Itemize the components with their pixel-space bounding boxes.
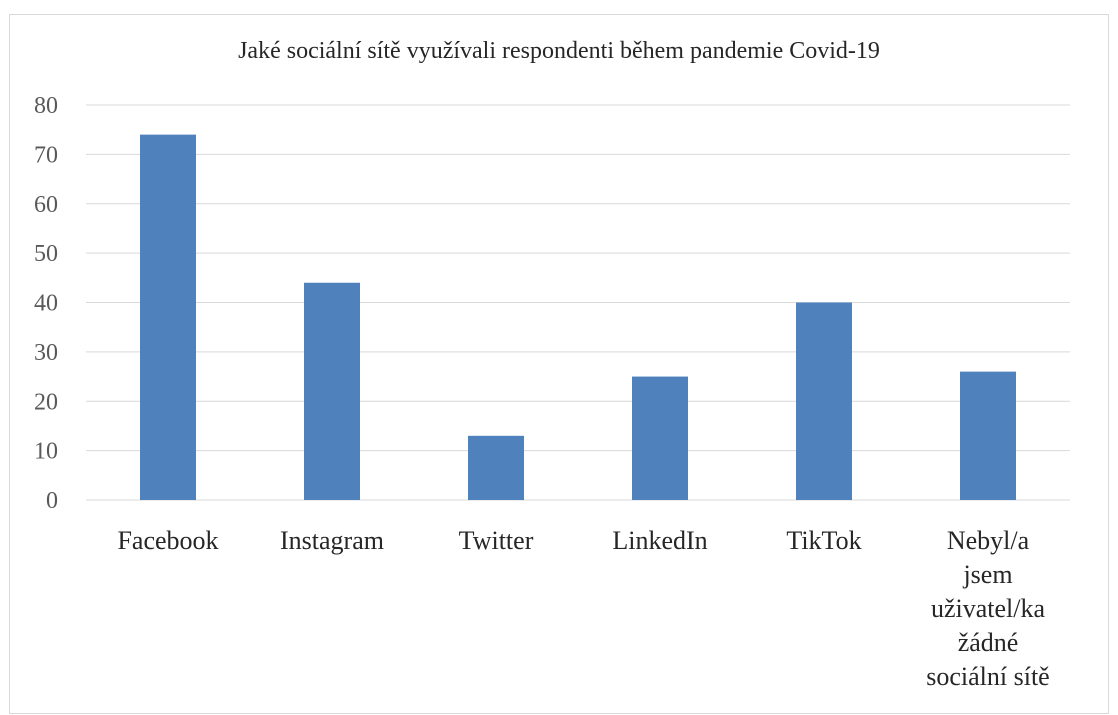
x-tick-label-line: sociální sítě	[926, 662, 1049, 691]
x-tick-label: Instagram	[280, 526, 384, 555]
x-tick-label-line: Twitter	[459, 526, 534, 555]
y-axis-ticks: 0 10 20 30 40 50 60 70 80	[34, 93, 58, 514]
bars	[140, 134, 1016, 500]
x-tick-label-line: TikTok	[786, 526, 861, 555]
x-tick-label-line: uživatel/ka	[931, 594, 1046, 623]
bar-instagram	[304, 282, 360, 500]
bar-facebook	[140, 134, 196, 500]
x-tick-label: LinkedIn	[612, 526, 707, 555]
x-tick-label-line: Nebyl/a	[947, 526, 1030, 555]
x-tick-label-line: Instagram	[280, 526, 384, 555]
x-tick-label: Nebyl/a jsem uživatel/ka žádné sociální sítě	[926, 526, 1049, 691]
y-tick-label: 0	[46, 488, 58, 514]
gridlines	[86, 104, 1070, 501]
y-tick-label: 70	[34, 142, 58, 168]
y-tick-label: 80	[34, 93, 58, 119]
bar-linkedin	[632, 376, 688, 500]
x-axis-labels: Facebook Instagram Twitter LinkedIn TikTok Ne…	[117, 526, 1049, 691]
x-tick-label: Twitter	[459, 526, 534, 555]
x-tick-label: TikTok	[786, 526, 861, 555]
x-tick-label-line: jsem	[962, 560, 1012, 589]
chart-title: Jaké sociální sítě využívali respondenti…	[238, 38, 880, 64]
bar-nebyl-a	[960, 371, 1016, 500]
x-tick-label-line: žádné	[958, 628, 1019, 657]
y-tick-label: 60	[34, 192, 58, 218]
bar-twitter	[468, 435, 524, 500]
y-tick-label: 10	[34, 439, 58, 465]
y-tick-label: 40	[34, 291, 58, 317]
x-tick-label-line: Facebook	[117, 526, 218, 555]
y-tick-label: 30	[34, 340, 58, 366]
x-tick-label-line: LinkedIn	[612, 526, 707, 555]
y-tick-label: 20	[34, 389, 58, 415]
bar-tiktok	[796, 302, 852, 500]
x-tick-label: Facebook	[117, 526, 218, 555]
y-tick-label: 50	[34, 241, 58, 267]
